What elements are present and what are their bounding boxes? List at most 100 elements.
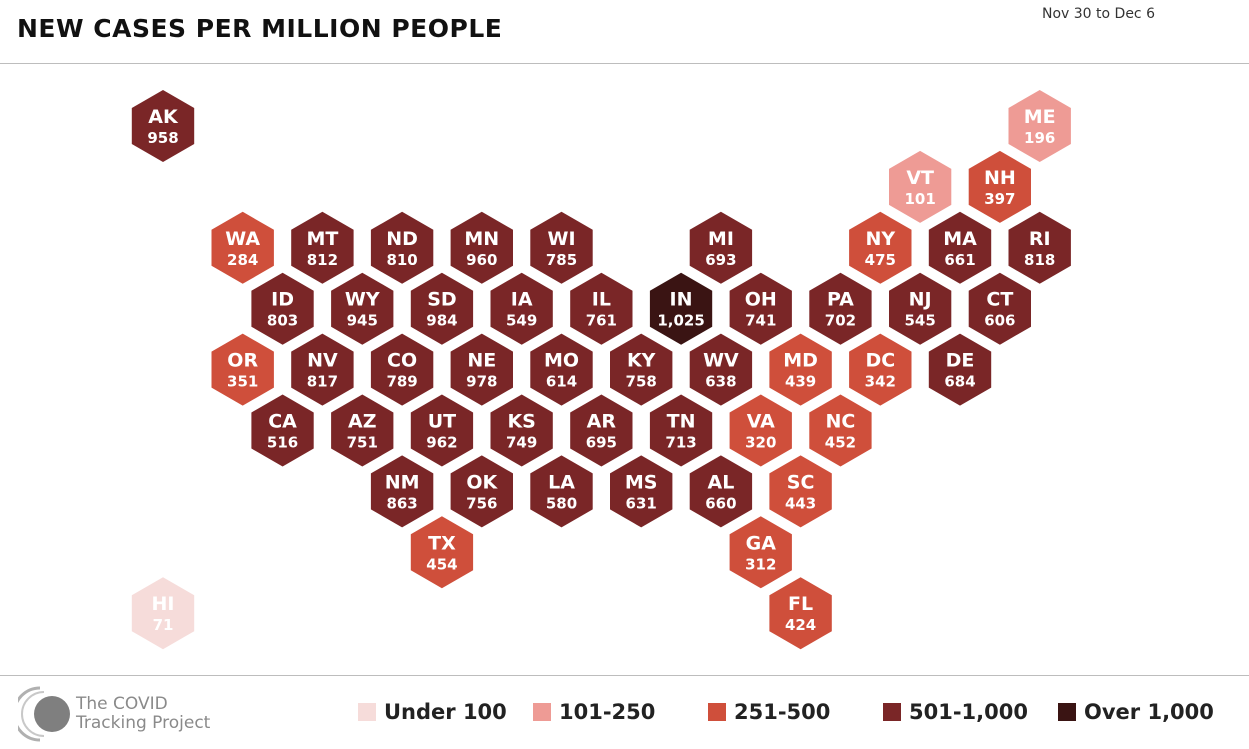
state-hex-shape	[530, 455, 593, 528]
state-abbr-label: VT	[906, 167, 934, 189]
state-value-label: 751	[347, 434, 378, 452]
state-hex-shape	[729, 516, 792, 589]
state-abbr-label: KY	[627, 350, 656, 372]
state-value-label: 761	[586, 312, 617, 330]
state-hex-shape	[689, 333, 753, 406]
state-value-label: 817	[307, 373, 338, 391]
state-value-label: 960	[466, 251, 497, 269]
state-hex-shape	[530, 333, 593, 406]
state-hex-shape	[889, 150, 952, 223]
state-hex-shape	[809, 272, 872, 345]
legend-swatch	[883, 703, 901, 721]
state-hex-shape	[968, 272, 1031, 345]
state-hex-shape	[251, 394, 314, 467]
date-range: Nov 30 to Dec 6	[1042, 6, 1155, 22]
header-divider	[0, 63, 1249, 64]
state-abbr-label: AK	[148, 106, 179, 128]
state-hex-shape	[450, 211, 513, 284]
state-abbr-label: NE	[467, 350, 496, 372]
state-value-label: 693	[705, 251, 736, 269]
state-hex-shape	[490, 272, 553, 345]
state-hex-shape	[729, 272, 792, 345]
state-abbr-label: OH	[745, 289, 777, 311]
legend: Under 100 101-250 251-500 501-1,000 Over…	[0, 697, 1249, 727]
state-abbr-label: AR	[587, 411, 617, 433]
state-hex-shape	[928, 211, 992, 284]
state-hex-shape	[331, 272, 394, 345]
state-abbr-label: HI	[152, 593, 175, 615]
state-abbr-label: WV	[703, 350, 739, 372]
state-hex-shape	[610, 333, 673, 406]
state-value-label: 196	[1024, 129, 1055, 147]
state-value-label: 695	[586, 434, 617, 452]
state-abbr-label: MN	[464, 228, 499, 250]
state-hex-shape	[450, 455, 513, 528]
state-hex-shape	[769, 333, 832, 406]
legend-swatch	[1058, 703, 1076, 721]
state-abbr-label: TN	[667, 411, 696, 433]
state-hex-shape	[370, 211, 434, 284]
chart-title: NEW CASES PER MILLION PEOPLE	[17, 14, 503, 43]
state-abbr-label: MI	[708, 228, 734, 250]
state-value-label: 342	[865, 373, 896, 391]
state-abbr-label: AL	[707, 471, 734, 493]
state-hex-shape	[251, 272, 314, 345]
state-abbr-label: WY	[345, 289, 380, 311]
state-abbr-label: ME	[1024, 106, 1056, 128]
state-abbr-label: TX	[428, 532, 456, 554]
state-hex-shape	[410, 272, 474, 345]
state-hex-shape	[649, 272, 713, 345]
state-value-label: 631	[626, 494, 657, 512]
state-value-label: 702	[825, 312, 856, 330]
state-value-label: 516	[267, 434, 298, 452]
state-value-label: 785	[546, 251, 577, 269]
state-value-label: 749	[506, 434, 537, 452]
state-hex-shape	[570, 272, 633, 345]
state-value-label: 452	[825, 434, 856, 452]
state-value-label: 320	[745, 434, 776, 452]
legend-label: Over 1,000	[1084, 700, 1214, 724]
state-value-label: 978	[466, 373, 497, 391]
state-hex-shape	[689, 211, 753, 284]
state-abbr-label: DE	[946, 350, 975, 372]
state-hex-shape	[809, 394, 872, 467]
state-abbr-label: CO	[387, 350, 417, 372]
state-hex-shape	[450, 333, 513, 406]
state-hex-shape	[928, 333, 992, 406]
state-hex-shape	[849, 333, 912, 406]
state-hex-shape	[889, 272, 952, 345]
state-abbr-label: SD	[427, 289, 456, 311]
state-abbr-label: KS	[507, 411, 535, 433]
state-value-label: 71	[153, 616, 174, 634]
state-hex-shape	[410, 394, 474, 467]
state-abbr-label: OK	[466, 471, 498, 493]
state-abbr-label: MO	[544, 350, 579, 372]
state-value-label: 684	[944, 373, 975, 391]
state-hex-shape	[649, 394, 713, 467]
state-abbr-label: AZ	[348, 411, 376, 433]
legend-label: Under 100	[384, 700, 507, 724]
logo-line-2: Tracking Project	[76, 713, 211, 733]
state-abbr-label: NC	[826, 411, 856, 433]
state-value-label: 984	[426, 312, 457, 330]
